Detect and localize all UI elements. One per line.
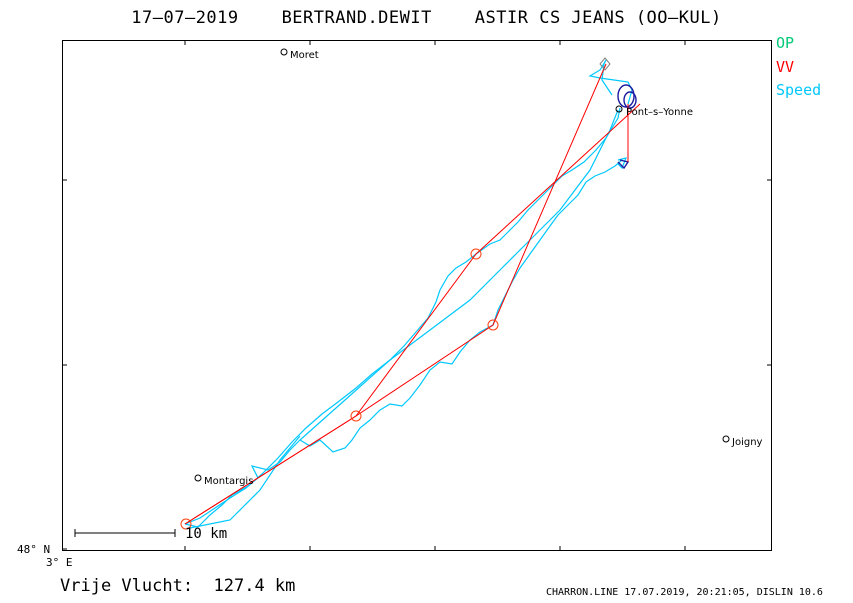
- flight-track: [184, 59, 633, 529]
- town-montargis: Montargis: [204, 476, 254, 487]
- thermal-circles: [617, 84, 637, 170]
- lat-label: 48° N: [17, 543, 51, 556]
- axis-ticks: [62, 40, 772, 551]
- turnpoint-start: [180, 518, 192, 530]
- town-marker-moret: [280, 48, 288, 56]
- footer-text: CHARRON.LINE 17.07.2019, 20:21:05, DISLI…: [546, 587, 823, 598]
- lon-label: 3° E: [46, 556, 73, 569]
- turnpoint-1: [350, 410, 362, 422]
- legend-op: OP: [776, 34, 795, 52]
- town-marker-joigny: [722, 435, 730, 443]
- map-title: 17–07–2019 BERTRAND.DEWIT ASTIR CS JEANS…: [131, 8, 722, 28]
- town-markers: [194, 48, 730, 482]
- scale-label: 10 km: [185, 526, 228, 542]
- turnpoint-3: [487, 319, 499, 331]
- turnpoints: [180, 248, 499, 530]
- town-marker-pont-s-yonne: [615, 105, 623, 113]
- scale-bar: [74, 529, 176, 537]
- distance-label: Vrije Vlucht: 127.4 km: [60, 576, 296, 596]
- town-joigny: Joigny: [732, 437, 763, 448]
- op-marker: [599, 57, 611, 71]
- legend-speed: Speed: [776, 81, 822, 99]
- turnpoint-2: [470, 248, 482, 260]
- map-frame: [62, 40, 772, 551]
- town-pont-s-yonne: Pont–s–Yonne: [626, 107, 693, 118]
- task-lines: [184, 63, 641, 525]
- town-moret: Moret: [290, 50, 319, 61]
- legend-vv: VV: [776, 58, 795, 76]
- town-marker-montargis: [194, 474, 202, 482]
